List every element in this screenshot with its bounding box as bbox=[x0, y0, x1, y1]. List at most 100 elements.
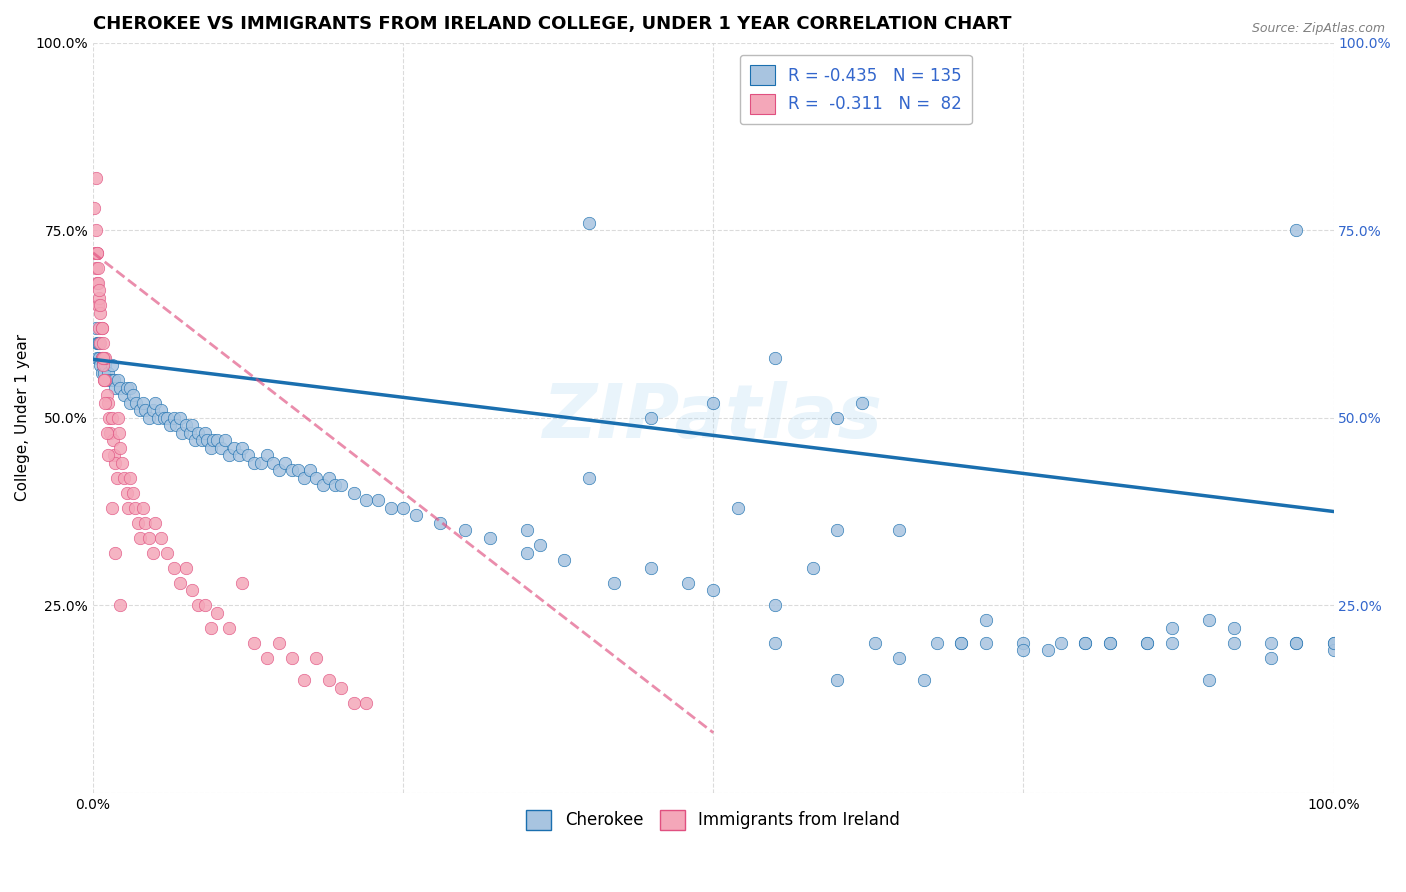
Point bbox=[1136, 636, 1159, 650]
Point bbox=[93, 366, 115, 380]
Point bbox=[163, 560, 186, 574]
Point bbox=[169, 575, 191, 590]
Point bbox=[94, 396, 117, 410]
Point bbox=[1074, 636, 1097, 650]
Point bbox=[702, 583, 724, 598]
Point bbox=[205, 434, 228, 448]
Point bbox=[110, 456, 132, 470]
Point bbox=[129, 531, 152, 545]
Point bbox=[187, 598, 209, 612]
Point bbox=[87, 298, 110, 312]
Point bbox=[94, 351, 117, 365]
Point bbox=[98, 373, 121, 387]
Point bbox=[763, 351, 786, 365]
Point bbox=[89, 359, 111, 373]
Point bbox=[243, 636, 266, 650]
Point bbox=[479, 531, 502, 545]
Point bbox=[354, 493, 377, 508]
Point bbox=[110, 598, 132, 612]
Point bbox=[863, 636, 886, 650]
Point bbox=[131, 396, 153, 410]
Point bbox=[214, 434, 236, 448]
Point bbox=[274, 456, 297, 470]
Point bbox=[1099, 636, 1122, 650]
Point bbox=[93, 373, 115, 387]
Point bbox=[209, 441, 232, 455]
Point bbox=[124, 500, 146, 515]
Point bbox=[299, 463, 322, 477]
Point bbox=[104, 381, 127, 395]
Point bbox=[1049, 636, 1071, 650]
Point bbox=[90, 351, 112, 365]
Point bbox=[87, 276, 110, 290]
Point bbox=[89, 335, 111, 350]
Point bbox=[150, 531, 173, 545]
Point bbox=[305, 471, 328, 485]
Point bbox=[105, 471, 128, 485]
Point bbox=[98, 410, 121, 425]
Point bbox=[228, 448, 250, 462]
Point bbox=[97, 396, 120, 410]
Point bbox=[112, 471, 135, 485]
Point bbox=[330, 681, 353, 695]
Point bbox=[318, 471, 340, 485]
Point bbox=[191, 434, 214, 448]
Point bbox=[292, 471, 315, 485]
Point bbox=[93, 373, 115, 387]
Point bbox=[1136, 636, 1159, 650]
Point bbox=[107, 373, 129, 387]
Point bbox=[249, 456, 271, 470]
Point bbox=[243, 456, 266, 470]
Point bbox=[1012, 636, 1035, 650]
Point bbox=[89, 335, 111, 350]
Point bbox=[96, 425, 118, 440]
Point bbox=[87, 260, 110, 275]
Point bbox=[516, 546, 538, 560]
Point bbox=[269, 636, 291, 650]
Point bbox=[181, 418, 204, 433]
Point bbox=[224, 441, 246, 455]
Point bbox=[218, 448, 240, 462]
Legend: Cherokee, Immigrants from Ireland: Cherokee, Immigrants from Ireland bbox=[520, 803, 907, 837]
Point bbox=[269, 463, 291, 477]
Point bbox=[94, 359, 117, 373]
Point bbox=[1322, 643, 1344, 657]
Point bbox=[91, 351, 114, 365]
Point bbox=[256, 448, 278, 462]
Point bbox=[84, 260, 107, 275]
Point bbox=[169, 410, 191, 425]
Point bbox=[578, 471, 600, 485]
Point bbox=[231, 575, 253, 590]
Point bbox=[121, 388, 143, 402]
Point bbox=[83, 245, 105, 260]
Point bbox=[323, 478, 346, 492]
Point bbox=[202, 434, 225, 448]
Point bbox=[121, 485, 143, 500]
Point bbox=[103, 373, 125, 387]
Point bbox=[392, 500, 415, 515]
Point bbox=[115, 381, 138, 395]
Point bbox=[100, 410, 122, 425]
Point bbox=[405, 508, 427, 523]
Point bbox=[318, 673, 340, 688]
Point bbox=[187, 425, 209, 440]
Point bbox=[120, 381, 142, 395]
Point bbox=[104, 456, 127, 470]
Point bbox=[529, 538, 551, 552]
Point bbox=[104, 546, 127, 560]
Point bbox=[553, 553, 575, 567]
Point bbox=[174, 560, 197, 574]
Point bbox=[156, 546, 179, 560]
Text: Source: ZipAtlas.com: Source: ZipAtlas.com bbox=[1251, 22, 1385, 36]
Point bbox=[89, 320, 111, 334]
Point bbox=[194, 425, 217, 440]
Point bbox=[120, 471, 142, 485]
Point bbox=[89, 298, 111, 312]
Point bbox=[1260, 636, 1282, 650]
Point bbox=[134, 403, 156, 417]
Point bbox=[205, 606, 228, 620]
Point bbox=[127, 516, 149, 530]
Point bbox=[172, 425, 194, 440]
Point bbox=[165, 418, 187, 433]
Point bbox=[367, 493, 389, 508]
